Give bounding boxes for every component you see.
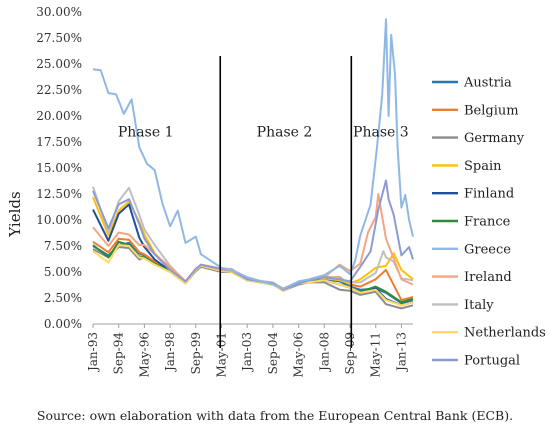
yields-line-chart: 0.00% 2.50% 5.00% 7.50% 10.00% 12.50% 15.00% 17… bbox=[6, 5, 546, 378]
x-tick-label: May-06 bbox=[292, 332, 306, 378]
x-tick-label: Sep-94 bbox=[112, 332, 126, 375]
y-tick-label: 0.00% bbox=[44, 317, 82, 331]
legend-label: Austria bbox=[463, 76, 512, 91]
x-tick-label: Jan-03 bbox=[240, 332, 254, 373]
legend-label: Greece bbox=[464, 242, 511, 257]
y-tick-label: 22.50% bbox=[36, 83, 82, 97]
y-tick-label: 20.00% bbox=[36, 109, 82, 123]
phase-labels: Phase 1 Phase 2 Phase 3 bbox=[118, 125, 409, 141]
x-tick-label: May-11 bbox=[369, 332, 383, 378]
legend-label: Netherlands bbox=[464, 326, 546, 341]
x-tick-label: Jan-93 bbox=[86, 332, 100, 373]
y-tick-label: 30.00% bbox=[36, 5, 82, 19]
phase-dividers bbox=[219, 56, 353, 348]
x-tick-label: Jan-08 bbox=[317, 332, 331, 373]
legend-label: Portugal bbox=[464, 354, 520, 369]
y-tick-label: 5.00% bbox=[44, 265, 82, 279]
y-tick-label: 2.50% bbox=[44, 291, 82, 305]
phase-label: Phase 2 bbox=[257, 125, 313, 141]
x-tick-label: Jan-98 bbox=[163, 332, 177, 373]
phase-label: Phase 3 bbox=[353, 125, 409, 141]
x-tick-label: May-01 bbox=[215, 332, 229, 378]
legend-label: France bbox=[464, 215, 511, 230]
legend-label: Finland bbox=[464, 187, 514, 202]
legend-label: Ireland bbox=[464, 270, 512, 285]
legend-label: Germany bbox=[464, 131, 525, 146]
y-tick-label: 25.00% bbox=[36, 57, 82, 71]
source-note: Source: own elaboration with data from t… bbox=[36, 408, 514, 423]
y-tick-label: 15.00% bbox=[36, 161, 82, 175]
legend-label: Italy bbox=[464, 298, 494, 313]
y-tick-label: 17.50% bbox=[36, 135, 82, 149]
legend-label: Spain bbox=[464, 159, 502, 174]
series-line-portugal bbox=[92, 179, 414, 291]
y-tick-label: 27.50% bbox=[36, 31, 82, 45]
series-line-greece bbox=[92, 18, 414, 290]
x-axis-ticks: Jan-93 Sep-94 May-96 Jan-98 Sep-99 May-01 Jan-… bbox=[86, 324, 408, 378]
x-tick-label: Sep-99 bbox=[189, 332, 203, 374]
y-tick-label: 12.50% bbox=[36, 187, 82, 201]
x-tick-label: Sep-04 bbox=[266, 332, 280, 375]
y-axis-ticks: 0.00% 2.50% 5.00% 7.50% 10.00% 12.50% 15.00% 17… bbox=[36, 5, 82, 331]
x-tick-label: Sep-09 bbox=[343, 332, 357, 374]
x-tick-label: Jan-13 bbox=[394, 332, 408, 373]
x-tick-label: May-96 bbox=[137, 332, 151, 378]
series-line-italy bbox=[92, 186, 414, 290]
series-lines bbox=[92, 18, 414, 310]
y-tick-label: 7.50% bbox=[44, 239, 82, 253]
phase-label: Phase 1 bbox=[118, 125, 174, 141]
legend-label: Belgium bbox=[464, 103, 519, 118]
y-tick-label: 10.00% bbox=[36, 213, 82, 227]
legend: Austria Belgium Germany Spain Finland France G… bbox=[432, 76, 546, 369]
y-axis-label: Yields bbox=[6, 191, 24, 237]
